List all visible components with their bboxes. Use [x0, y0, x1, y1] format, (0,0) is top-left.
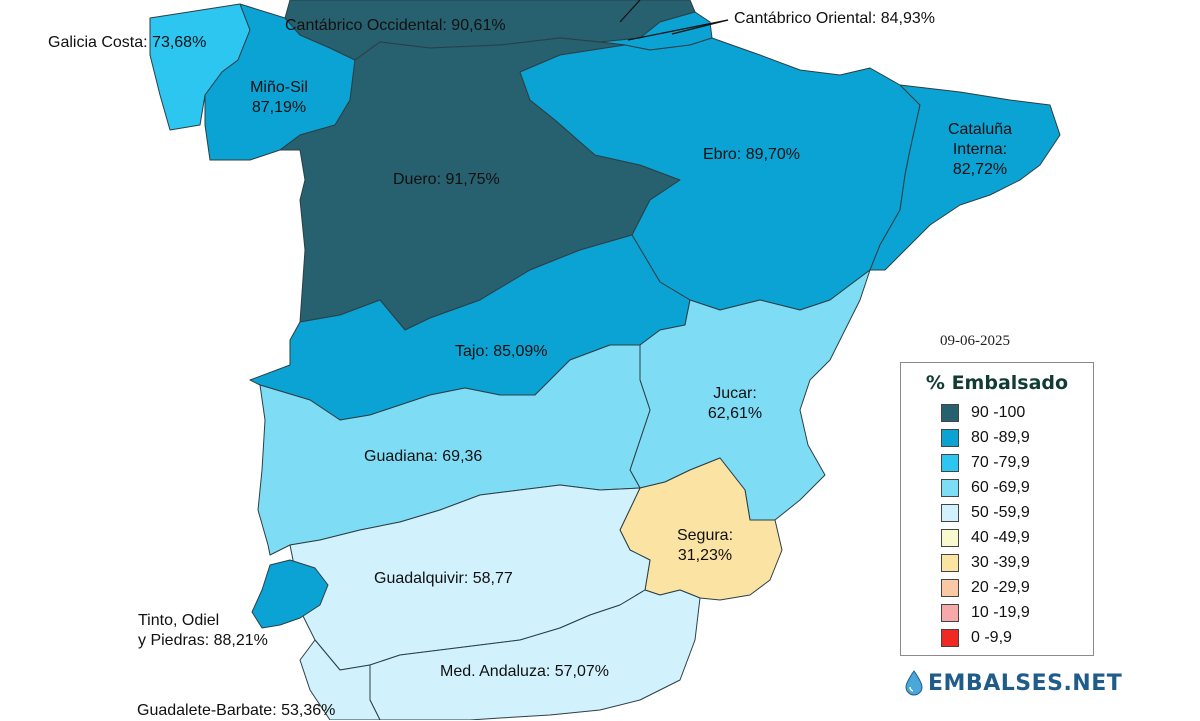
- brand-name: EMBALSES.NET: [928, 670, 1123, 696]
- region-med-andaluza[interactable]: [369, 589, 701, 720]
- legend-title: % Embalsado: [925, 372, 1069, 394]
- legend-item: 70 -79,9: [901, 450, 1093, 475]
- label-tinto-odiel-piedras: Tinto, Odiel y Piedras: 88,21%: [138, 612, 268, 649]
- legend-rows: 90 -100 80 -89,9 70 -79,9 60 -69,9 50 -59,9 4…: [901, 400, 1093, 650]
- legend-item: 30 -39,9: [901, 550, 1093, 575]
- legend-item: 0 -9,9: [901, 625, 1093, 650]
- legend-swatch: [941, 578, 959, 597]
- label-galicia-costa: Galicia Costa: 73,68%: [48, 34, 207, 51]
- label-tajo: Tajo: 85,09%: [455, 343, 548, 360]
- label-ebro: Ebro: 89,70%: [703, 146, 800, 163]
- label-guadalete-barbate: Guadalete-Barbate: 53,36%: [137, 702, 336, 719]
- legend-item: 40 -49,9: [901, 525, 1093, 550]
- legend-label: 80 -89,9: [971, 428, 1030, 446]
- legend-label: 10 -19,9: [971, 603, 1030, 621]
- label-cantabrico-occidental: Cantábrico Occidental: 90,61%: [285, 17, 506, 34]
- map-date: 09-06-2025: [940, 333, 1010, 349]
- legend: % Embalsado 90 -100 80 -89,9 70 -79,9 60 -6…: [900, 362, 1094, 656]
- legend-swatch: [941, 503, 959, 522]
- legend-label: 40 -49,9: [971, 528, 1030, 546]
- legend-item: 80 -89,9: [901, 425, 1093, 450]
- legend-item: 10 -19,9: [901, 600, 1093, 625]
- leader-line-north: [619, 0, 641, 23]
- leader-line-cantabrico-oriental-2: [671, 19, 729, 35]
- region-tinto-odiel-piedras[interactable]: [251, 559, 329, 629]
- legend-swatch: [941, 403, 959, 422]
- water-drop-icon: [905, 670, 923, 696]
- legend-swatch: [941, 528, 959, 547]
- legend-swatch: [941, 453, 959, 472]
- label-guadiana: Guadiana: 69,36: [364, 448, 483, 465]
- label-med-andaluza: Med. Andaluza: 57,07%: [440, 663, 610, 680]
- legend-swatch: [941, 628, 959, 647]
- legend-swatch: [941, 553, 959, 572]
- label-jucar: Jucar: 62,61%: [707, 385, 763, 422]
- label-segura: Segura: 31,23%: [676, 527, 734, 564]
- region-guadalete-barbate[interactable]: [299, 639, 381, 720]
- brand-logo: EMBALSES.NET: [904, 670, 1122, 696]
- legend-item: 20 -29,9: [901, 575, 1093, 600]
- legend-label: 60 -69,9: [971, 478, 1030, 496]
- label-cataluna-interna: Cataluña Interna: 82,72%: [947, 121, 1013, 178]
- legend-label: 0 -9,9: [971, 628, 1012, 646]
- label-cantabrico-oriental: Cantábrico Oriental: 84,93%: [734, 10, 935, 27]
- label-duero: Duero: 91,75%: [393, 171, 500, 188]
- legend-label: 70 -79,9: [971, 453, 1030, 471]
- region-cataluna-interna[interactable]: [869, 84, 1061, 271]
- legend-swatch: [941, 603, 959, 622]
- legend-swatch: [941, 478, 959, 497]
- label-mino-sil: Miño-Sil 87,19%: [250, 79, 308, 116]
- label-guadalquivir: Guadalquivir: 58,77: [374, 570, 513, 587]
- legend-label: 50 -59,9: [971, 503, 1030, 521]
- legend-item: 50 -59,9: [901, 500, 1093, 525]
- region-guadiana[interactable]: [257, 344, 651, 556]
- legend-item: 90 -100: [901, 400, 1093, 425]
- legend-swatch: [941, 428, 959, 447]
- legend-label: 30 -39,9: [971, 553, 1030, 571]
- legend-label: 90 -100: [971, 403, 1026, 421]
- legend-item: 60 -69,9: [901, 475, 1093, 500]
- leader-line-cantabrico-oriental: [627, 19, 729, 41]
- legend-label: 20 -29,9: [971, 578, 1030, 596]
